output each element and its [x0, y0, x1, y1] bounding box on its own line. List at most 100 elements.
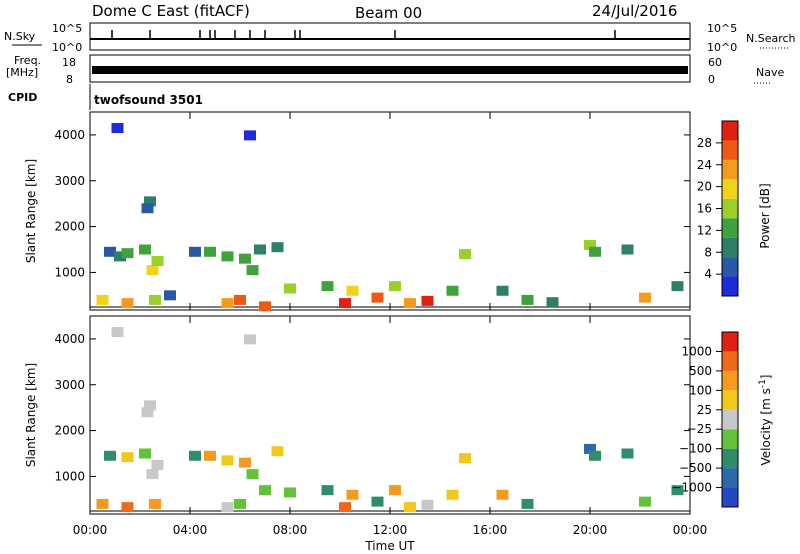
- power-heatmap: [90, 123, 690, 312]
- range-gate-cell: [346, 285, 359, 296]
- range-gate-cell: [259, 301, 271, 312]
- range-gate-cell: [639, 496, 651, 507]
- colorbar-segment: [722, 448, 738, 469]
- range-gate-cell: [246, 265, 259, 276]
- freq-label-line1: Freq.: [14, 54, 41, 67]
- range-gate-cell: [421, 295, 434, 306]
- colorbar-tick-label: 28: [697, 136, 712, 150]
- range-gate-cell: [521, 498, 534, 509]
- range-gate-cell: [496, 489, 509, 500]
- range-gate-cell: [221, 298, 234, 309]
- range-gate-cell: [151, 459, 164, 470]
- nave-label: Nave: [756, 66, 784, 79]
- x-tick-label: 04:00: [173, 523, 208, 537]
- x-tick-label: 20:00: [573, 523, 608, 537]
- colorbar-tick-label: −100: [679, 442, 712, 456]
- colorbar-segment: [722, 237, 738, 258]
- velocity-y-title: Slant Range [km]: [24, 363, 38, 467]
- range-gate-cell: [284, 487, 296, 498]
- range-gate-cell: [189, 246, 201, 257]
- range-gate-cell: [339, 502, 351, 513]
- freq-strip-frame: [89, 54, 691, 83]
- range-gate-cell: [271, 242, 284, 253]
- range-gate-cell: [141, 203, 154, 214]
- colorbar-tick-label: 4: [704, 267, 712, 281]
- nsearch-tick-top: 10^5: [707, 22, 737, 35]
- colorbar-tick-label: 20: [697, 180, 712, 194]
- range-gate-cell: [321, 485, 334, 496]
- range-gate-cell: [259, 485, 271, 496]
- range-gate-cell: [404, 502, 416, 513]
- range-gate-cell: [234, 498, 246, 509]
- nsky-tick-bottom: 10^0: [52, 41, 82, 54]
- range-gate-cell: [121, 298, 134, 309]
- range-gate-cell: [204, 450, 216, 461]
- colorbar-segment: [722, 390, 738, 410]
- colorbar-tick-label: 500: [689, 364, 712, 378]
- colorbar-tick-label: 25: [697, 403, 712, 417]
- range-gate-cell: [496, 285, 509, 296]
- colorbar-tick-label: 1000: [681, 344, 712, 358]
- range-gate-cell: [346, 489, 359, 500]
- range-gate-cell: [244, 130, 256, 141]
- colorbar-segment: [722, 257, 738, 277]
- range-gate-cell: [139, 244, 151, 255]
- range-gate-cell: [404, 298, 416, 309]
- y-tick-label: 1000: [54, 265, 85, 279]
- x-tick-label: 00:00: [673, 523, 708, 537]
- range-gate-cell: [144, 196, 156, 207]
- cpid-label: CPID: [8, 91, 37, 104]
- range-gate-cell: [254, 244, 266, 255]
- nsky-strip-frame: [89, 22, 691, 51]
- colorbar-frame: [721, 331, 739, 508]
- y-tick-label: 3000: [54, 174, 85, 188]
- colorbar-segment: [722, 409, 738, 430]
- colorbar-segment: [722, 140, 738, 160]
- colorbar-segment: [722, 121, 738, 141]
- range-gate-cell: [584, 443, 596, 454]
- velocity-panel-frame: [89, 315, 691, 515]
- nave-tick-bottom: 0: [708, 73, 715, 86]
- beam-title: Beam 00: [355, 4, 422, 22]
- range-gate-cell: [459, 453, 471, 464]
- range-gate-cell: [114, 251, 126, 262]
- range-gate-cell: [421, 499, 434, 510]
- range-gate-cell: [121, 452, 134, 463]
- colorbar-tick-label: 8: [704, 245, 712, 259]
- colorbar-tick-label: 12: [697, 223, 712, 237]
- range-gate-cell: [104, 450, 116, 461]
- range-gate-cell: [446, 285, 459, 296]
- range-gate-cell: [321, 281, 334, 292]
- range-gate-cell: [121, 502, 134, 513]
- freq-label-line2: [MHz]: [6, 66, 38, 79]
- power-colorbar: 4 8 12 16 20 24 28: [697, 120, 739, 297]
- colorbar-segment: [722, 276, 738, 296]
- range-gate-cell: [234, 294, 246, 305]
- range-gate-cell: [521, 294, 534, 305]
- range-gate-cell: [589, 246, 601, 257]
- range-gate-cell: [459, 249, 471, 260]
- range-gate-cell: [244, 334, 256, 345]
- range-gate-cell: [149, 294, 161, 305]
- colorbar-segment: [722, 198, 738, 219]
- y-tick-label: 4000: [54, 128, 85, 142]
- range-gate-cell: [96, 498, 109, 509]
- colorbar-segment: [722, 179, 738, 199]
- freq-strip-trace: [92, 66, 688, 74]
- nsearch-tick-bottom: 10^0: [707, 41, 737, 54]
- range-gate-cell: [621, 448, 634, 459]
- range-gate-cell: [121, 248, 134, 259]
- range-gate-cell: [671, 281, 684, 292]
- velocity-colorbar-title: Velocity [m s-1]: [758, 375, 773, 466]
- range-gate-cell: [589, 450, 601, 461]
- range-gate-cell: [371, 292, 384, 303]
- colorbar-tick-label: −25: [687, 422, 712, 436]
- power-colorbar-title: Power [dB]: [758, 183, 772, 248]
- range-gate-cell: [139, 448, 151, 459]
- range-gate-cell: [221, 502, 234, 513]
- velocity-heatmap: [90, 327, 690, 513]
- colorbar-tick-label: −1000: [671, 481, 712, 495]
- range-gate-cell: [584, 239, 596, 250]
- range-gate-cell: [546, 297, 559, 308]
